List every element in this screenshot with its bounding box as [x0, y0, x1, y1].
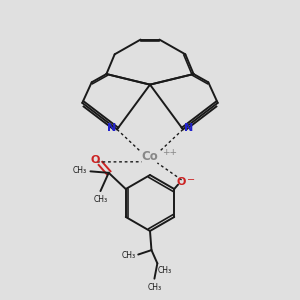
Text: Co: Co — [142, 150, 158, 163]
Text: CH₃: CH₃ — [158, 266, 172, 275]
Text: N: N — [107, 123, 116, 133]
Text: N: N — [184, 123, 193, 133]
Text: O: O — [91, 155, 100, 166]
Text: ++: ++ — [163, 148, 178, 158]
Text: CH₃: CH₃ — [73, 166, 87, 175]
Text: CH₃: CH₃ — [94, 195, 108, 204]
Text: O: O — [177, 177, 186, 187]
Text: −: − — [187, 175, 195, 185]
Text: CH₃: CH₃ — [122, 251, 136, 260]
Text: CH₃: CH₃ — [147, 283, 161, 292]
